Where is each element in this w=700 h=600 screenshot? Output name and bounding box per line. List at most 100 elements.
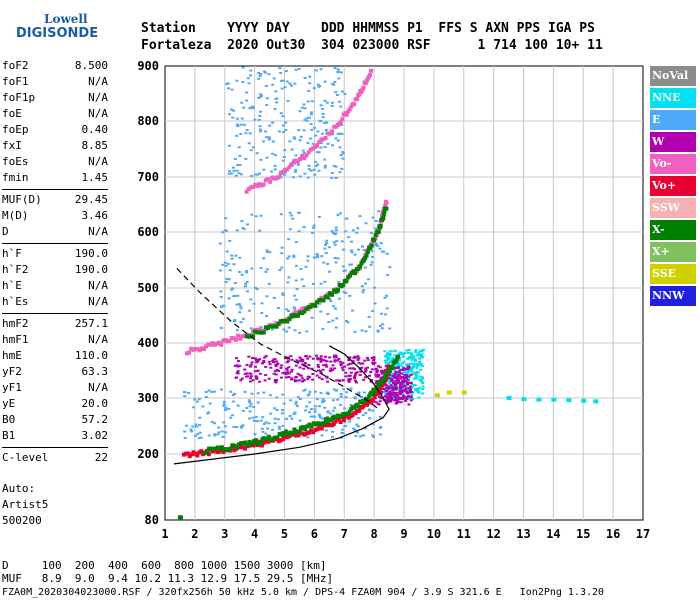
echo-point — [420, 377, 424, 380]
param-key: foF1 — [2, 75, 29, 88]
echo-point — [233, 282, 237, 285]
trace-point — [291, 160, 296, 165]
trace-point — [219, 445, 224, 450]
echo-point — [339, 393, 343, 396]
trace-point — [358, 264, 363, 269]
echo-point — [360, 329, 364, 332]
echo-point — [390, 379, 394, 382]
echo-point — [273, 422, 277, 425]
echo-point — [258, 75, 262, 78]
echo-point — [231, 287, 235, 290]
echo-point — [267, 136, 271, 139]
trace-point — [303, 427, 308, 432]
trace-point — [272, 324, 277, 329]
echo-point — [323, 164, 327, 167]
echo-point — [336, 257, 340, 260]
echo-point — [210, 390, 214, 393]
echo-point — [275, 101, 279, 104]
echo-point — [284, 417, 288, 420]
trace-point — [210, 449, 215, 454]
echo-point — [292, 306, 296, 309]
trace-point — [199, 449, 204, 454]
echo-point — [325, 239, 329, 242]
echo-point — [280, 246, 284, 249]
echo-point — [388, 396, 392, 399]
echo-point — [403, 352, 407, 355]
echo-point — [407, 391, 411, 394]
trace-point — [280, 169, 285, 174]
echo-point — [255, 369, 259, 372]
echo-point — [283, 86, 287, 89]
echo-point — [355, 371, 359, 374]
echo-point — [330, 230, 334, 233]
echo-point — [387, 362, 391, 365]
trace-point — [368, 72, 373, 77]
echo-point — [415, 367, 419, 370]
trace-point — [253, 329, 258, 334]
echo-point — [207, 434, 211, 437]
echo-point — [319, 104, 323, 107]
echo-point — [224, 217, 228, 220]
echo-point — [275, 360, 279, 363]
echo-point — [347, 377, 351, 380]
echo-point — [334, 354, 338, 357]
echo-point — [361, 434, 365, 437]
trace-point — [364, 78, 369, 83]
echo-point — [294, 154, 298, 157]
echo-point — [327, 246, 331, 249]
echo-point — [342, 290, 346, 293]
echo-point — [253, 357, 257, 360]
trace-point — [304, 153, 309, 158]
echo-point — [393, 367, 397, 370]
echo-point — [238, 364, 242, 367]
echo-point — [294, 402, 298, 405]
echo-point — [566, 398, 572, 403]
echo-point — [418, 350, 422, 353]
trace-point — [193, 346, 198, 351]
echo-point — [339, 105, 343, 108]
echo-point — [253, 173, 257, 176]
param-value: N/A — [88, 225, 108, 238]
x-tick-label: 8 — [371, 527, 378, 541]
echo-point — [386, 352, 390, 355]
trace-point — [367, 394, 372, 399]
echo-point — [338, 380, 342, 383]
echo-point — [267, 282, 271, 285]
echo-point — [305, 330, 309, 333]
echo-point — [247, 399, 251, 402]
y-tick-label: 400 — [137, 336, 159, 350]
legend-item: Vo+ — [650, 176, 696, 196]
echo-point — [241, 409, 245, 412]
echo-point — [388, 391, 392, 394]
echo-point — [248, 417, 252, 420]
param-value: N/A — [88, 75, 108, 88]
y-tick-label: 900 — [137, 59, 159, 73]
trace-point — [285, 167, 290, 172]
echo-point — [299, 358, 303, 361]
echo-point — [239, 173, 243, 176]
echo-point — [250, 392, 254, 395]
echo-point — [257, 77, 261, 80]
trace-point — [380, 383, 385, 388]
echo-point — [263, 356, 267, 359]
echo-point — [323, 122, 327, 125]
echo-point — [245, 363, 249, 366]
echo-point — [277, 130, 281, 133]
echo-point — [366, 359, 370, 362]
trace-point — [365, 249, 370, 254]
echo-point — [401, 366, 405, 369]
echo-point — [249, 372, 253, 375]
echo-point — [415, 364, 419, 367]
echo-point — [297, 128, 301, 131]
echo-point — [411, 391, 415, 394]
echo-point — [359, 370, 363, 373]
trace-point — [347, 273, 352, 278]
trace-point — [244, 189, 249, 194]
trace-point — [382, 209, 387, 214]
echo-point — [363, 376, 367, 379]
echo-point — [325, 375, 329, 378]
echo-point — [241, 66, 245, 69]
echo-point — [223, 261, 227, 264]
echo-point — [383, 391, 387, 394]
echo-point — [361, 362, 365, 365]
